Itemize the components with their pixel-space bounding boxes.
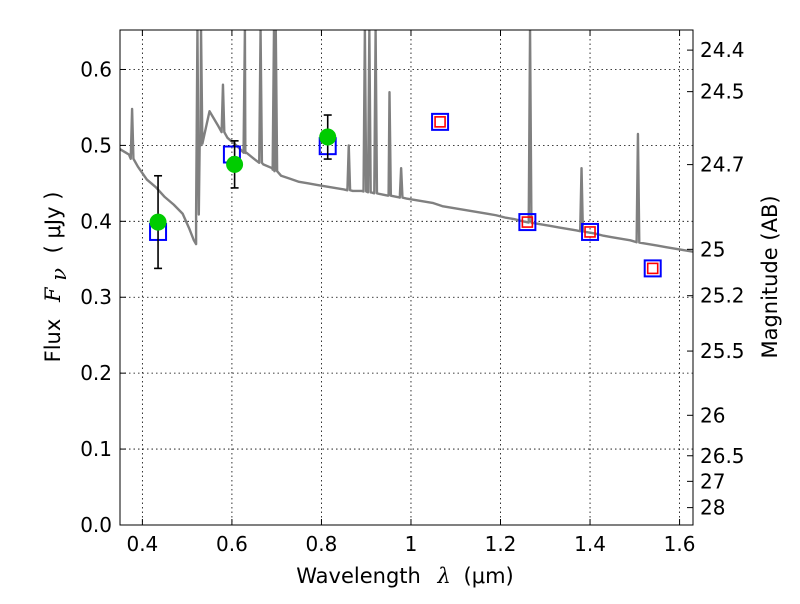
x-tick-label: 0.4 (126, 532, 158, 556)
measured-flux-point (319, 128, 337, 146)
x-axis-label-unit: (μm) (464, 564, 514, 588)
measured-flux-point (149, 213, 167, 231)
x-axis-label: Wavelength λ (μm) (296, 564, 513, 588)
y-tick-label: 0.0 (80, 513, 112, 537)
x-tick-label: 1.6 (664, 532, 696, 556)
y-axis-label-text: Flux (41, 319, 65, 363)
y-axis-label: Flux F ν ( μJy ) (41, 192, 71, 363)
y-axis-label-symbol: F (41, 286, 65, 303)
x-tick-label: 0.8 (306, 532, 338, 556)
y2-tick-label: 25.2 (700, 284, 745, 308)
y2-axis-label: Magnitude (AB) (758, 195, 782, 358)
nir-photometry-box-outer (518, 213, 537, 232)
nir-photometry-box-inner (521, 216, 534, 228)
y-tick-label: 0.3 (80, 285, 112, 309)
y-tick-label: 0.5 (80, 133, 112, 157)
y2-tick-label: 25.5 (700, 339, 745, 363)
spectrum-line (120, 30, 693, 253)
y-tick-label: 0.6 (80, 57, 112, 81)
x-tick-label: 1.4 (574, 532, 606, 556)
y-tick-label: 0.2 (80, 361, 112, 385)
plot-frame (119, 29, 694, 526)
nir-photometry-box-outer (431, 112, 450, 131)
y-tick-label: 0.1 (80, 437, 112, 461)
plot-area (120, 30, 693, 278)
y2-tick-label: 24.4 (700, 38, 745, 62)
y2-tick-label: 24.7 (700, 153, 745, 177)
x-tick-label: 1.2 (485, 532, 517, 556)
y2-tick-label: 27 (700, 469, 725, 493)
x-axis-label-text: Wavelength (296, 564, 421, 588)
y2-tick-label: 26 (700, 403, 725, 427)
nir-photometry-box-inner (434, 116, 446, 128)
x-tick-label: 0.6 (216, 532, 248, 556)
grid-layer (120, 30, 693, 526)
y2-tick-label: 24.5 (700, 80, 745, 104)
nir-photometry-box-inner (584, 226, 596, 238)
nir-photometry-box-outer (643, 259, 662, 278)
tick-layer: 0.4 0.6 0.8 1 1.2 1.4 1.6 0.0 0.1 0.2 0.3 0.4 0.5 0.6… (80, 30, 745, 556)
y2-tick-label: 25 (700, 237, 725, 261)
x-axis-label-symbol: λ (437, 564, 451, 588)
y2-tick-label: 26.5 (700, 444, 745, 468)
y-axis-label-subscript: ν (47, 268, 71, 281)
y-axis-label-unit: ( μJy ) (41, 192, 65, 254)
nir-photometry-box-outer (581, 222, 600, 241)
y2-tick-label: 28 (700, 496, 725, 520)
nir-photometry-box-inner (646, 262, 659, 275)
measured-flux-point (226, 155, 244, 173)
x-tick-label: 1 (405, 532, 418, 556)
y-tick-label: 0.4 (80, 209, 112, 233)
